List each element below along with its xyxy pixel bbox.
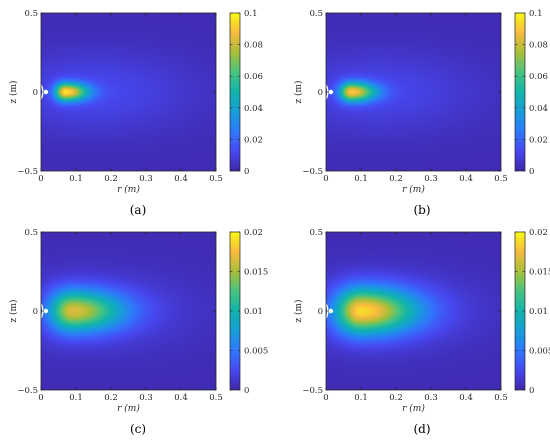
x-tick-label: 0.1 bbox=[69, 174, 83, 184]
x-axis-label: r (m) bbox=[117, 184, 140, 195]
colorbar-tick-label: 0 bbox=[244, 386, 249, 396]
y-tick-label: 0 bbox=[33, 307, 38, 317]
x-tick-label: 0 bbox=[323, 174, 328, 184]
x-tick-label: 0.2 bbox=[389, 174, 403, 184]
feed-dot bbox=[43, 308, 49, 314]
colorbar-tick-label: 0.1 bbox=[244, 9, 258, 19]
colorbar-tick-label: 0.015 bbox=[529, 268, 550, 278]
y-axis-label: z (m) bbox=[293, 299, 304, 322]
heatmap-image bbox=[41, 232, 216, 390]
x-tick-label: 0.1 bbox=[354, 174, 368, 184]
panel-caption: (b) bbox=[413, 203, 430, 217]
x-tick-label: 0.3 bbox=[424, 393, 438, 403]
panel-b: 0 0.1 0.2 0.3 0.4 0.5−0.500.5r (m)z (m)00.020… bbox=[293, 9, 548, 217]
colorbar-tick-label: 0.01 bbox=[244, 307, 263, 317]
x-tick-label: 0.3 bbox=[139, 393, 153, 403]
x-tick-label: 0.1 bbox=[354, 393, 368, 403]
x-tick-label: 0.4 bbox=[459, 174, 473, 184]
x-tick-label: 0.4 bbox=[174, 393, 188, 403]
y-tick-label: −0.5 bbox=[302, 386, 323, 396]
colorbar-tick-label: 0.08 bbox=[529, 41, 548, 51]
x-tick-label: 0.2 bbox=[104, 174, 118, 184]
x-tick-label: 0.5 bbox=[494, 174, 508, 184]
x-tick-label: 0.5 bbox=[494, 393, 508, 403]
x-tick-label: 0.3 bbox=[424, 174, 438, 184]
x-tick-label: 0.2 bbox=[104, 393, 118, 403]
x-tick-label: 0.3 bbox=[139, 174, 153, 184]
colorbar-tick-label: 0.1 bbox=[529, 9, 543, 19]
colorbar-tick-label: 0.005 bbox=[244, 347, 268, 357]
y-tick-label: 0 bbox=[33, 88, 38, 98]
colorbar-tick-label: 0 bbox=[244, 167, 249, 177]
x-axis-label: r (m) bbox=[117, 403, 140, 414]
y-tick-label: 0.5 bbox=[24, 9, 38, 19]
y-tick-label: −0.5 bbox=[302, 167, 323, 177]
colorbar-tick-label: 0.01 bbox=[529, 307, 548, 317]
colorbar bbox=[514, 12, 526, 172]
colorbar-tick-label: 0.015 bbox=[244, 268, 268, 278]
colorbar-tick-label: 0.08 bbox=[244, 41, 263, 51]
x-tick-label: 0 bbox=[38, 174, 43, 184]
colorbar-tick-label: 0.06 bbox=[529, 72, 548, 82]
colorbar-tick-label: 0.02 bbox=[244, 228, 263, 238]
colorbar-tick-label: 0.04 bbox=[529, 104, 548, 114]
colorbar-tick-label: 0 bbox=[529, 386, 534, 396]
y-tick-label: 0.5 bbox=[309, 9, 323, 19]
panel-a: 0 0.1 0.2 0.3 0.4 0.5−0.500.5r (m)z (m)00.020… bbox=[8, 9, 263, 217]
colorbar-tick-label: 0.02 bbox=[529, 228, 548, 238]
x-axis-label: r (m) bbox=[402, 403, 425, 414]
panel-caption: (c) bbox=[130, 422, 146, 436]
y-tick-label: 0.5 bbox=[309, 228, 323, 238]
x-axis-label: r (m) bbox=[402, 184, 425, 195]
heatmap-image bbox=[326, 232, 501, 390]
y-tick-label: −0.5 bbox=[17, 167, 38, 177]
colorbar-tick-label: 0.04 bbox=[244, 104, 263, 114]
y-axis-label: z (m) bbox=[293, 80, 304, 103]
x-tick-label: 0.1 bbox=[69, 393, 83, 403]
heatmap-image bbox=[41, 13, 216, 171]
x-tick-label: 0.4 bbox=[459, 393, 473, 403]
feed-dot bbox=[43, 89, 49, 95]
x-tick-label: 0.4 bbox=[174, 174, 188, 184]
feed-dot bbox=[328, 308, 334, 314]
colorbar-tick-label: 0.005 bbox=[529, 347, 550, 357]
x-tick-label: 0 bbox=[38, 393, 43, 403]
panel-d: 00.10.20.30.40.5−0.500.5r (m)z (m)00.005… bbox=[293, 228, 550, 436]
feed-dot bbox=[328, 89, 334, 95]
y-tick-label: 0 bbox=[318, 307, 323, 317]
heatmap-image bbox=[326, 13, 501, 171]
colorbar-tick-label: 0.02 bbox=[529, 135, 548, 145]
panel-caption: (a) bbox=[130, 203, 147, 217]
x-tick-label: 0 bbox=[323, 393, 328, 403]
x-tick-label: 0.2 bbox=[389, 393, 403, 403]
colorbar-tick-label: 0.06 bbox=[244, 72, 263, 82]
y-tick-label: 0 bbox=[318, 88, 323, 98]
colorbar bbox=[229, 12, 241, 172]
y-tick-label: 0.5 bbox=[24, 228, 38, 238]
y-axis-label: z (m) bbox=[8, 299, 19, 322]
y-axis-label: z (m) bbox=[8, 80, 19, 103]
y-tick-label: −0.5 bbox=[17, 386, 38, 396]
panel-c: 0 0.1 0.2 0.3 0.4 0.5−0.500.5r (m)z (m)00.005… bbox=[8, 228, 268, 436]
colorbar-tick-label: 0 bbox=[529, 167, 534, 177]
x-tick-label: 0.5 bbox=[209, 393, 223, 403]
colorbar-tick-label: 0.02 bbox=[244, 135, 263, 145]
x-tick-label: 0.5 bbox=[209, 174, 223, 184]
panel-caption: (d) bbox=[413, 422, 430, 436]
